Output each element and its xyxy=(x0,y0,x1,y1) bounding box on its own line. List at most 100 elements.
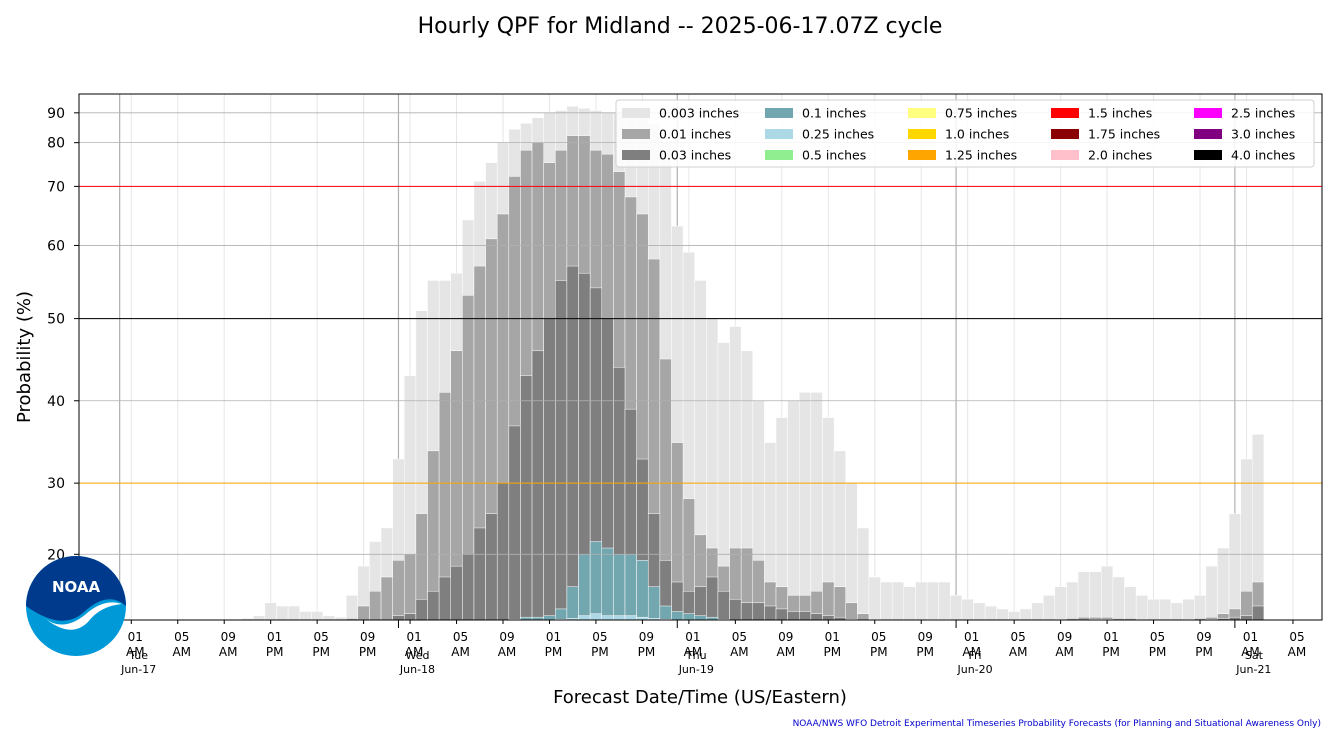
bar xyxy=(276,605,289,621)
legend-swatch xyxy=(908,108,936,118)
legend-swatch xyxy=(765,108,793,118)
legend-swatch xyxy=(1194,129,1222,139)
y-tick-label: 40 xyxy=(47,394,65,410)
bar xyxy=(485,513,498,621)
legend-label: 1.75 inches xyxy=(1088,127,1160,142)
bar xyxy=(740,602,754,621)
day-tick-label: Tue Jun-17 xyxy=(120,649,156,676)
y-tick-label: 70 xyxy=(47,179,65,195)
y-tick-label: 80 xyxy=(47,136,65,152)
bar xyxy=(694,615,707,621)
bar xyxy=(589,613,603,621)
bar xyxy=(555,280,568,621)
x-tick-label: 09 PM xyxy=(1195,630,1213,659)
legend-swatch xyxy=(1051,108,1079,118)
x-tick-label: 09 AM xyxy=(498,630,517,659)
bar xyxy=(868,576,881,621)
legend-swatch xyxy=(765,150,793,160)
y-tick-label: 60 xyxy=(47,238,65,254)
x-tick-label: 01 PM xyxy=(823,630,841,659)
bar xyxy=(1089,571,1102,621)
x-tick-label: 09 PM xyxy=(916,630,934,659)
bar xyxy=(427,590,440,621)
legend-label: 1.25 inches xyxy=(945,148,1017,163)
legend-swatch xyxy=(1194,108,1222,118)
bar xyxy=(1182,598,1195,621)
bar xyxy=(682,613,695,621)
legend-label: 0.01 inches xyxy=(659,127,731,142)
bar xyxy=(404,554,417,621)
bar xyxy=(798,611,812,621)
x-tick-label: 05 PM xyxy=(870,630,888,659)
bar xyxy=(1135,595,1148,621)
x-tick-label: 01 AM xyxy=(126,630,145,659)
legend-swatch xyxy=(908,129,936,139)
noaa-logo: NOAA xyxy=(26,556,126,656)
bar xyxy=(1008,611,1021,621)
x-tick-label: 05 PM xyxy=(591,630,609,659)
bar xyxy=(578,554,591,621)
bar xyxy=(729,598,742,621)
x-tick-label: 09 AM xyxy=(777,630,796,659)
bar xyxy=(543,318,556,621)
legend-swatch xyxy=(622,129,650,139)
x-tick-label: 01 AM xyxy=(405,630,424,659)
bar xyxy=(938,581,951,621)
bar xyxy=(984,605,997,621)
bar xyxy=(613,554,626,621)
bar xyxy=(601,547,614,621)
y-tick-label: 30 xyxy=(47,476,65,492)
bar xyxy=(764,605,777,621)
x-tick-label: 01 AM xyxy=(962,630,981,659)
legend-swatch xyxy=(908,150,936,160)
bar xyxy=(311,611,324,621)
legend-swatch xyxy=(622,150,650,160)
legend-label: 2.0 inches xyxy=(1088,148,1152,163)
bar xyxy=(1101,565,1114,621)
x-axis-label: Forecast Date/Time (US/Eastern) xyxy=(553,687,847,708)
bar xyxy=(1228,513,1241,621)
bar xyxy=(380,576,393,621)
legend-label: 1.5 inches xyxy=(1088,106,1152,121)
legend-swatch xyxy=(622,108,650,118)
bar xyxy=(833,586,846,621)
y-tick-label: 50 xyxy=(47,312,65,328)
bar xyxy=(1252,605,1265,621)
bar xyxy=(1147,598,1160,621)
bar xyxy=(787,400,800,621)
x-tick-label: 05 AM xyxy=(1009,630,1028,659)
bar xyxy=(392,615,405,621)
bar xyxy=(613,615,626,621)
bar xyxy=(810,613,823,621)
legend-label: 1.0 inches xyxy=(945,127,1009,142)
logo-bird xyxy=(42,602,122,630)
x-tick-label: 01 PM xyxy=(545,630,563,659)
bar xyxy=(566,586,579,621)
bar xyxy=(1042,595,1056,621)
day-tick-label: Sat Jun-21 xyxy=(1235,649,1271,676)
bar xyxy=(369,590,382,621)
x-tick-label: 09 PM xyxy=(638,630,656,659)
footnote: NOAA/NWS WFO Detroit Experimental Timese… xyxy=(793,719,1321,729)
day-tick-label: Thu Jun-19 xyxy=(678,649,714,676)
bar xyxy=(555,608,568,621)
bar xyxy=(752,602,765,621)
bar xyxy=(345,595,359,621)
bar xyxy=(287,605,300,621)
x-tick-label: 01 AM xyxy=(684,630,703,659)
bar xyxy=(973,602,986,621)
bar xyxy=(961,598,974,621)
x-tick-label: 05 AM xyxy=(172,630,191,659)
legend-label: 2.5 inches xyxy=(1231,106,1295,121)
bar xyxy=(566,265,579,621)
x-tick-label: 05 PM xyxy=(1149,630,1167,659)
bar xyxy=(845,602,858,621)
bar xyxy=(438,576,451,621)
bar xyxy=(798,392,812,621)
bar xyxy=(1031,602,1044,621)
bar xyxy=(857,527,870,621)
bar xyxy=(775,608,788,621)
legend-label: 0.1 inches xyxy=(802,106,866,121)
bar xyxy=(1205,565,1218,621)
